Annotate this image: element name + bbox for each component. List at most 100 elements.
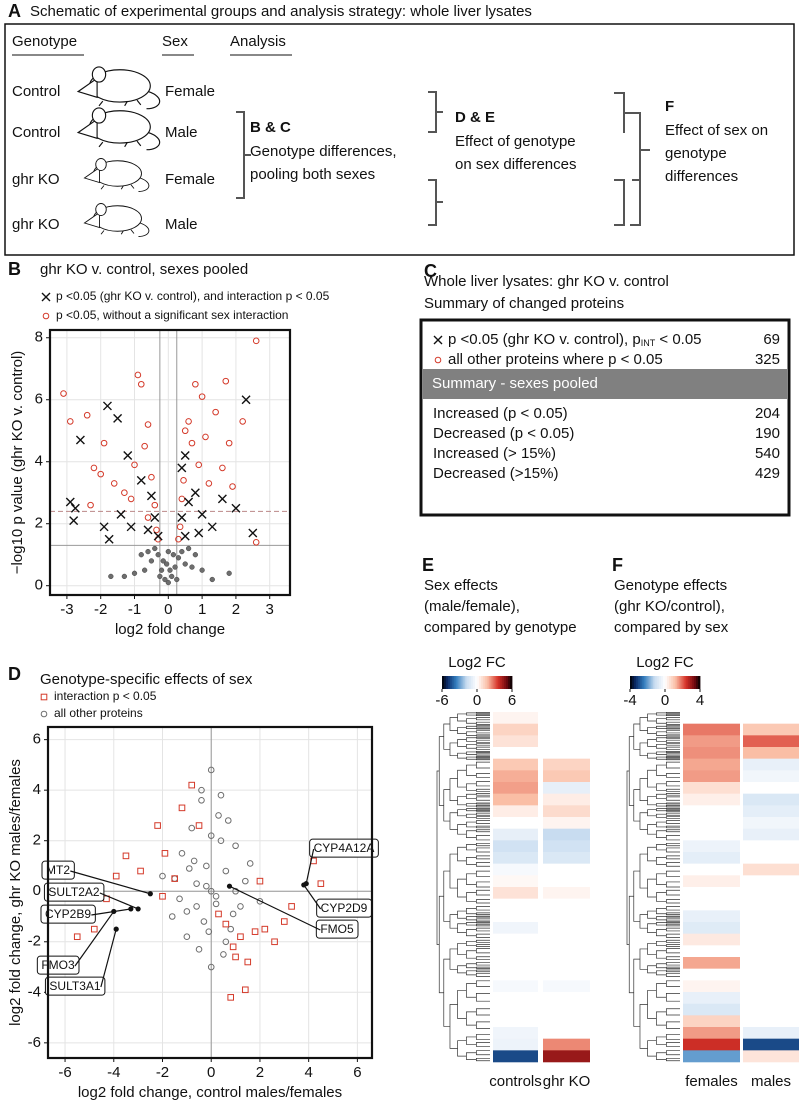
point (177, 463, 187, 473)
annotation-leader (100, 928, 117, 988)
point (177, 513, 187, 523)
point (222, 867, 230, 875)
legend-label: all other proteins (54, 706, 143, 720)
point (226, 570, 232, 576)
point (237, 933, 244, 941)
point (222, 377, 230, 385)
dendrogram-branch (665, 969, 680, 973)
chart-title: ghr KO v. control, sexes pooled (40, 261, 248, 278)
annotation-label: CYP2B9 (45, 907, 91, 921)
dendrogram-branch (466, 1052, 477, 1060)
legend-marker (40, 710, 48, 718)
colorbar-cell (688, 676, 691, 689)
colorbar-cell (490, 676, 493, 689)
dendrogram-branch (475, 807, 490, 810)
dendrogram-branch (475, 889, 490, 896)
dendrogram-branch (466, 751, 477, 755)
dendrogram-branch (475, 993, 490, 1002)
heatmap-cell (683, 735, 740, 748)
dendrogram-branch (665, 816, 680, 819)
legend-count: 69 (763, 331, 780, 348)
legend-marker (40, 693, 48, 701)
point (144, 514, 152, 521)
dendrogram-branch (449, 1004, 458, 1049)
y-tick-label: 8 (35, 329, 43, 346)
dendrogram-branch (475, 912, 490, 916)
colorbar-cell (442, 676, 445, 689)
dendrogram-branch (475, 756, 490, 758)
heatmap-cell (493, 840, 538, 853)
heatmap-cell (743, 1015, 799, 1028)
heatmap-cell (743, 1038, 799, 1051)
dendrogram-branch (449, 914, 458, 929)
dendrogram-branch (475, 847, 490, 853)
dendrogram-branch (665, 855, 680, 860)
mouse-tail (146, 91, 161, 110)
colorbar-cell (645, 676, 648, 689)
colorbar-cell (635, 676, 639, 689)
dendrogram-branch (665, 889, 680, 896)
point (242, 986, 249, 994)
dendrogram-branch (457, 752, 467, 759)
dendrogram-branch (639, 853, 648, 889)
heatmap-cell (543, 1003, 590, 1016)
summary-heading: Whole liver lysates: ghr KO v. control (424, 273, 669, 290)
dendrogram-branch (475, 980, 490, 987)
point (256, 898, 264, 905)
point (69, 516, 79, 526)
point (198, 786, 205, 794)
heatmap-cell (683, 910, 740, 923)
dendrogram-branch (475, 781, 490, 787)
dendrogram-branch (475, 870, 490, 877)
dendrogram-branch (457, 965, 467, 974)
dendrogram-branch (475, 927, 490, 932)
dendrogram-branch (656, 1052, 667, 1060)
heatmap-cell (543, 793, 590, 806)
colorbar-cell (447, 676, 451, 689)
point (198, 796, 205, 804)
dendrogram-branch (475, 788, 490, 792)
point (203, 862, 210, 870)
colorbar-tick-label: 4 (696, 692, 704, 709)
point (252, 539, 260, 546)
dendrogram-branch (475, 918, 490, 922)
heatmap-cell (493, 910, 538, 923)
point (248, 528, 258, 538)
point (317, 880, 325, 887)
point (188, 824, 196, 832)
row-label: Decreased (p < 0.05) (433, 425, 574, 442)
colorbar-cell (480, 676, 484, 689)
dendrogram-branch (665, 721, 680, 725)
dendrogram-branch (665, 835, 680, 841)
annotation-label: SULT2A2 (48, 885, 99, 899)
dendrogram-branch (656, 712, 667, 716)
dendrogram-branch (656, 963, 667, 969)
point (180, 451, 190, 461)
colorbar-cell (630, 676, 633, 689)
dendrogram-branch (665, 1008, 680, 1016)
dendrogram-branch (457, 990, 467, 1019)
dendrogram-branch (665, 751, 680, 753)
dendrogram-branch (647, 739, 657, 747)
heatmap-cell (543, 782, 590, 794)
heatmap-cell (743, 945, 799, 958)
column-header: Analysis (230, 33, 286, 50)
dendrogram-branch (656, 1036, 667, 1045)
point (215, 910, 222, 918)
colorbar-cell (655, 676, 658, 689)
annotated-point (113, 926, 119, 932)
legend-text: p <0.05 (ghr KO v. control), p (448, 331, 641, 348)
colorbar-cell (680, 676, 683, 689)
legend-count: 325 (755, 351, 780, 368)
y-tick-label: 2 (33, 832, 41, 849)
dendrogram-branch (665, 802, 680, 805)
heatmap-cell (493, 1050, 538, 1063)
dendrogram-branch (449, 853, 458, 889)
point (165, 579, 171, 586)
point (205, 928, 213, 935)
colorbar-cell (506, 676, 509, 689)
dendrogram-branch (665, 812, 680, 816)
point (195, 946, 203, 953)
colorbar-cell (494, 676, 497, 689)
dendrogram-branch (656, 929, 667, 937)
